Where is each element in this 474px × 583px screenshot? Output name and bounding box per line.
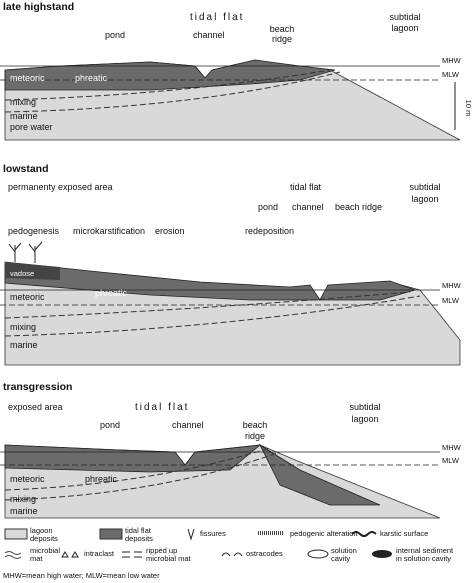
legend-label: ripped up microbial mat [146,546,192,563]
label: redeposition [245,226,294,236]
label: beach ridge [243,420,268,441]
legend-label: lagoon deposits [30,526,58,543]
panel-transgression: transgression exposed area tidal flat po… [0,381,462,519]
legend-icon [61,551,79,558]
label: marine [10,111,38,121]
label: channel [292,202,324,212]
footer: MHW=mean high water; MLW=mean low water [3,571,160,580]
label: phreatic [95,288,128,298]
mixing-boundary [4,291,421,337]
tidal-flat-wedge [259,443,381,506]
label: subtidal lagoon [389,12,420,33]
legend-label: intraclast [84,549,115,558]
label: marine [10,506,38,516]
label: phreatic [75,73,108,83]
label: MLW [442,296,460,305]
legend-label: pedogenic alteration [290,529,358,538]
pedogenic-crust [5,262,60,280]
legend-icon [372,550,392,558]
label: MHW [442,281,462,290]
legend-icon [4,551,22,559]
label: exposed area [8,402,63,412]
label: pond [258,202,278,212]
label: tidal flat [190,12,244,23]
label: permanenty exposed area [8,182,113,192]
panel-title: transgression [3,381,72,393]
panel-late-highstand: late highstand tidal flat pond channel b… [0,1,473,141]
label: beach ridge [270,24,295,44]
label: meteoric [10,73,45,83]
label: channel [193,30,225,40]
label: pond [100,420,120,430]
label: pore water [10,122,53,132]
label: tidal flat [290,182,322,192]
panel-title: lowstand [3,163,49,175]
legend-label: solution cavity [331,546,357,563]
legend-icon [122,551,142,558]
label: channel [172,420,204,430]
legend: lagoon deposits tidal flat deposits fissur… [4,526,454,563]
legend-icon [187,528,195,541]
legend-swatch [4,528,28,540]
legend-label: microbial mat [30,546,60,563]
label: microkarstification [73,226,145,236]
label: 10 m [464,100,473,117]
label: pedogenesis [8,226,60,236]
label: MLW [442,456,460,465]
label: mixing [10,322,36,332]
legend-swatch [99,528,123,540]
legend-label: tidal flat deposits [125,526,153,543]
label: MHW [442,443,462,452]
label: beach ridge [335,202,382,212]
legend-icon [351,531,377,537]
label: phreatic [85,474,118,484]
legend-label: fissures [200,529,226,538]
label: mixing [10,494,36,504]
legend-label: karstic surface [380,529,428,538]
tidal-flat-deposits [4,261,417,301]
mixing-boundary [4,447,281,501]
label: vadose [10,269,34,278]
label: erosion [155,226,185,236]
panel-title: late highstand [3,1,74,13]
legend-icon [221,552,243,557]
label: pond [105,30,125,40]
label: tidal flat [135,402,189,413]
label: MLW [442,70,460,79]
label: MHW [442,56,462,65]
label: marine [10,340,38,350]
label: meteoric [10,292,45,302]
tidal-flat-deposits [4,59,336,91]
label: subtidal lagoon [349,402,380,424]
mixing-boundary [4,69,341,113]
label: subtidal lagoon [409,182,440,204]
legend-icon [307,549,329,559]
legend-label: ostracodes [246,549,283,558]
label: meteoric [10,474,45,484]
tidal-flat-deposits [4,444,262,473]
panel-lowstand: lowstand permanenty exposed area tidal f… [0,163,462,366]
label: mixing [10,97,36,107]
tree [8,241,43,263]
legend-label: internal sediment in solution cavity [396,546,454,563]
